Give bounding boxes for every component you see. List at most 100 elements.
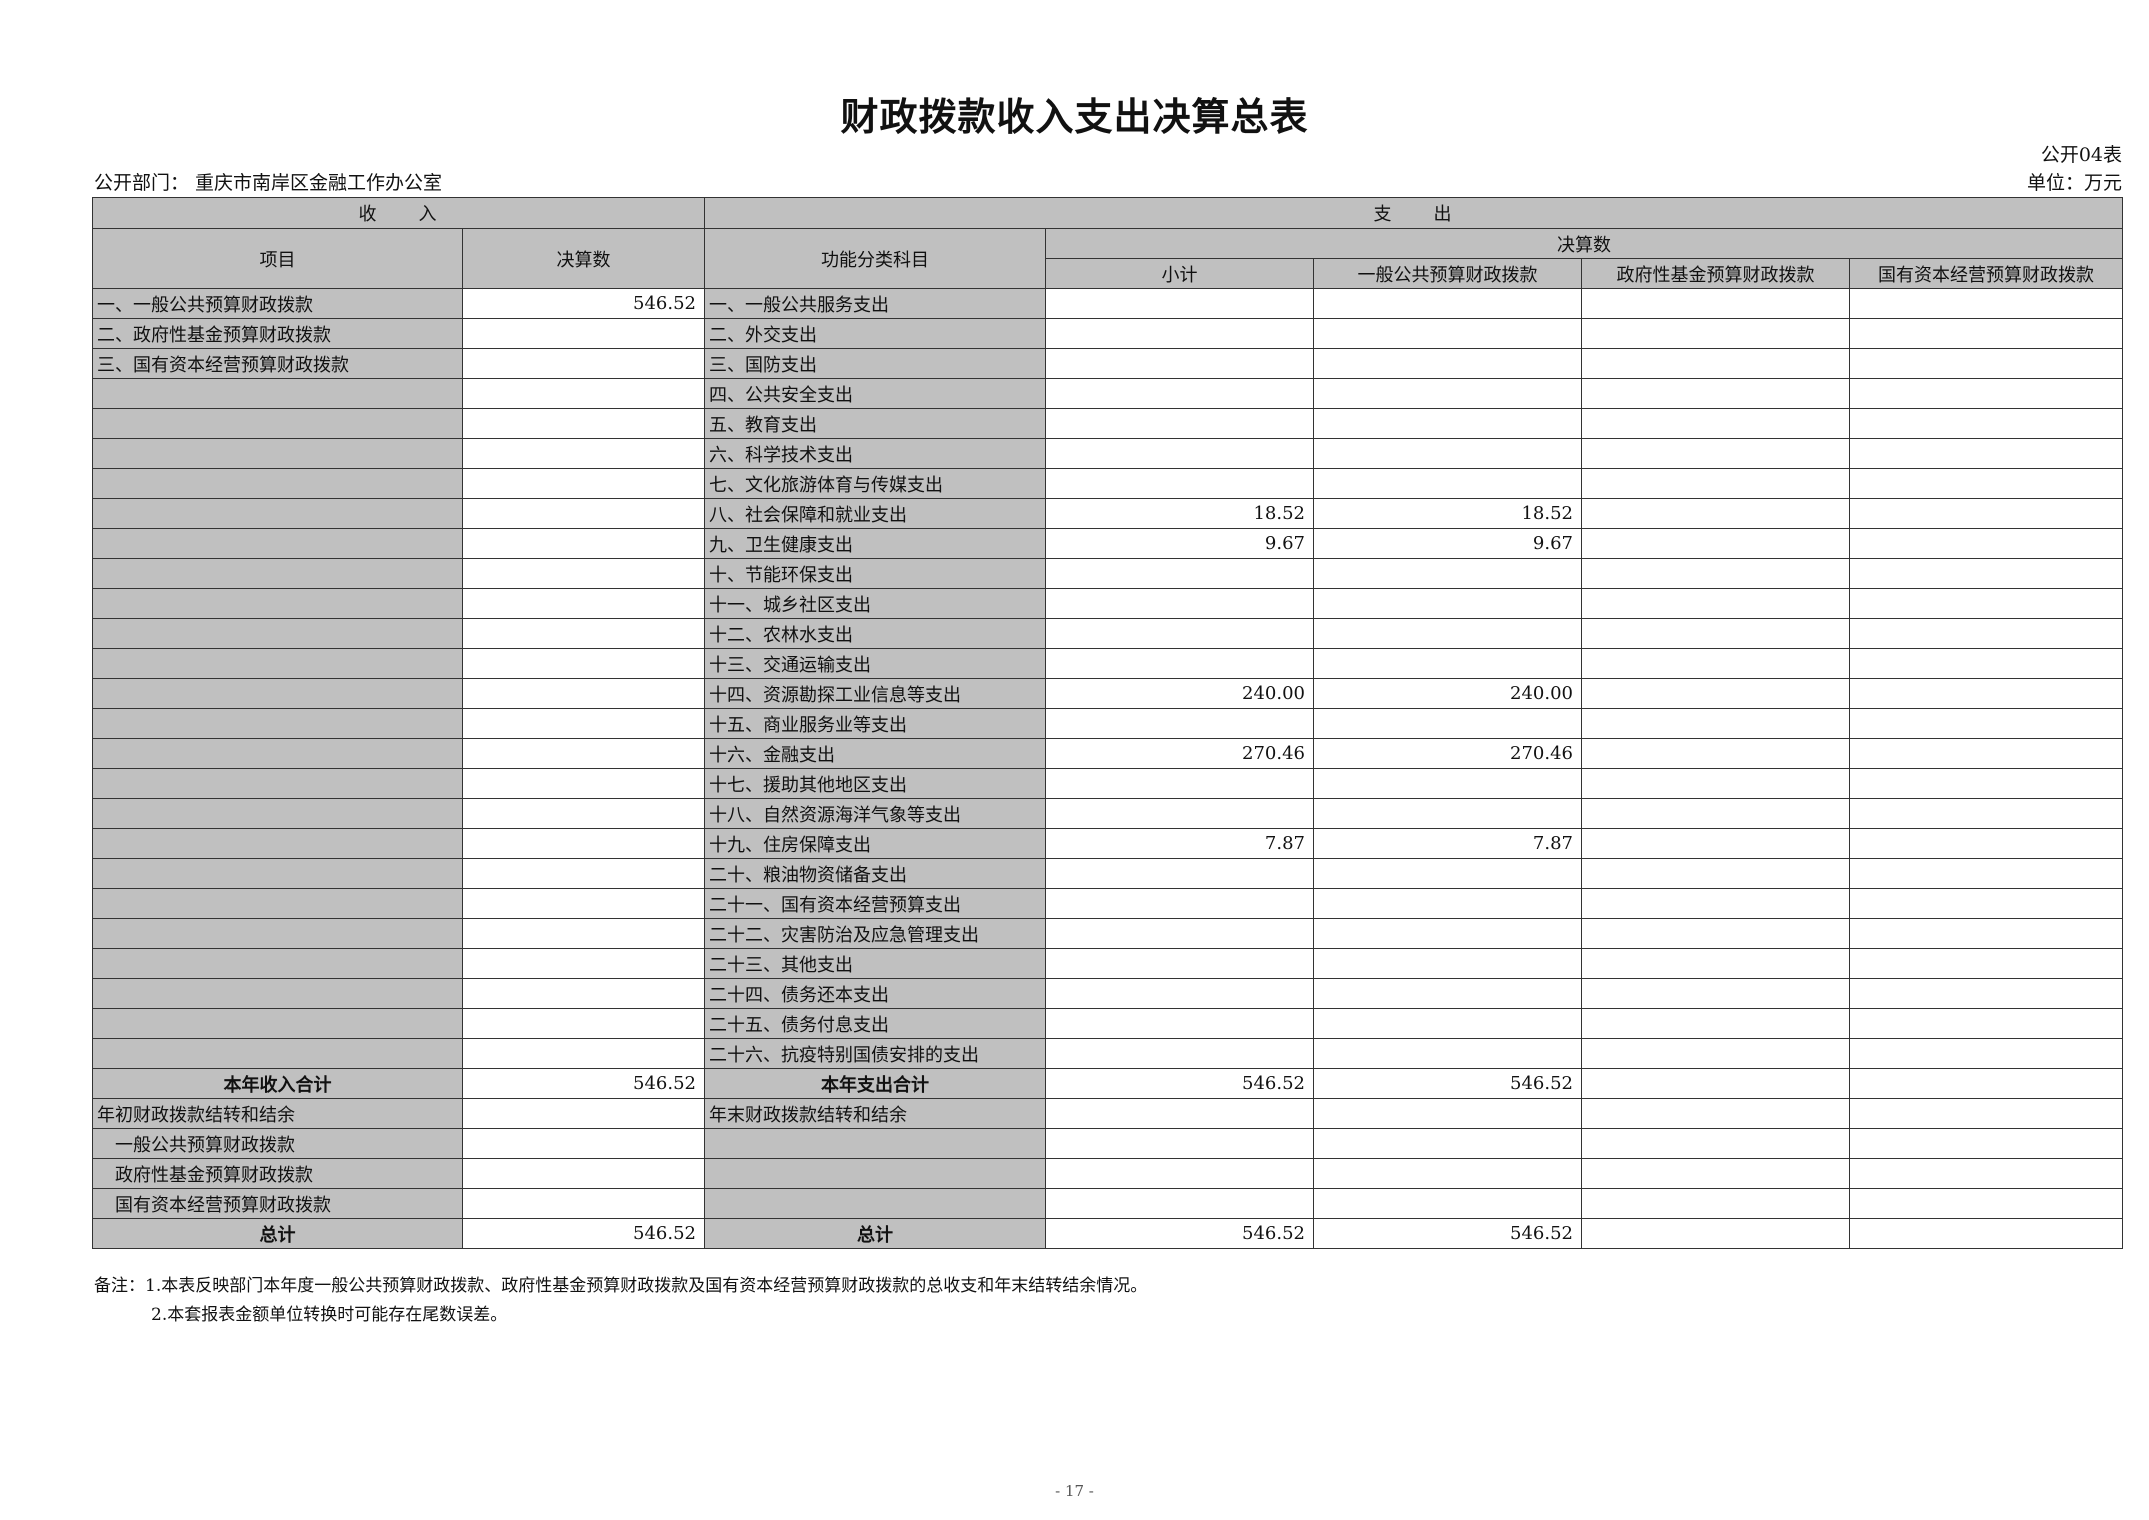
soe-budget-cell xyxy=(1848,978,2124,1009)
expense-item-cell: 二十二、灾害防治及应急管理支出 xyxy=(704,918,1046,949)
income-amount-cell xyxy=(462,888,705,919)
income-amount-cell xyxy=(462,918,705,949)
soe-budget-cell xyxy=(1848,948,2124,979)
soe-budget-cell xyxy=(1848,588,2124,619)
soe-budget-cell xyxy=(1848,918,2124,949)
soe-budget-header: 国有资本经营预算财政拨款 xyxy=(1848,258,2124,289)
subtotal-cell xyxy=(1045,468,1314,499)
income-amount-cell xyxy=(462,1098,705,1129)
income-item-cell xyxy=(92,558,463,589)
soe-budget-cell xyxy=(1848,1008,2124,1039)
expense-item-cell: 二十五、债务付息支出 xyxy=(704,1008,1046,1039)
income-item-cell xyxy=(92,888,463,919)
income-amount-header: 决算数 xyxy=(462,228,705,289)
gov-fund-cell xyxy=(1581,1128,1850,1159)
table-row: 十六、金融支出 270.46 270.46 xyxy=(92,738,2124,769)
income-item-cell xyxy=(92,978,463,1009)
table-row: 十四、资源勘探工业信息等支出 240.00 240.00 xyxy=(92,678,2124,709)
income-item-cell xyxy=(92,768,463,799)
income-amount-cell xyxy=(462,858,705,889)
soe-budget-cell xyxy=(1848,468,2124,499)
gov-fund-cell xyxy=(1581,798,1850,829)
income-section-header: 收 入 xyxy=(92,197,705,229)
subtotal-cell: 9.67 xyxy=(1045,528,1314,559)
general-budget-cell: 240.00 xyxy=(1313,678,1582,709)
general-budget-cell: 546.52 xyxy=(1313,1218,1582,1249)
table-row: 十二、农林水支出 xyxy=(92,618,2124,649)
general-budget-cell xyxy=(1313,438,1582,469)
income-amount-cell xyxy=(462,738,705,769)
income-item-cell xyxy=(92,588,463,619)
income-amount-cell xyxy=(462,438,705,469)
subtotal-cell xyxy=(1045,888,1314,919)
expense-item-cell: 十三、交通运输支出 xyxy=(704,648,1046,679)
soe-budget-cell xyxy=(1848,1128,2124,1159)
carryover-row: 一般公共预算财政拨款 xyxy=(92,1128,2124,1159)
subtotal-cell: 270.46 xyxy=(1045,738,1314,769)
income-item-cell xyxy=(92,618,463,649)
subtotal-cell xyxy=(1045,768,1314,799)
table-row: 二十二、灾害防治及应急管理支出 xyxy=(92,918,2124,949)
subtotal-cell xyxy=(1045,408,1314,439)
subtotal-cell xyxy=(1045,1008,1314,1039)
subtotal-cell: 7.87 xyxy=(1045,828,1314,859)
table-row: 一、一般公共预算财政拨款 546.52 一、一般公共服务支出 xyxy=(92,288,2124,319)
expense-item-cell: 八、社会保障和就业支出 xyxy=(704,498,1046,529)
subtotal-cell: 240.00 xyxy=(1045,678,1314,709)
general-budget-cell xyxy=(1313,888,1582,919)
table-row: 三、国有资本经营预算财政拨款 三、国防支出 xyxy=(92,348,2124,379)
expense-item-cell: 十二、农林水支出 xyxy=(704,618,1046,649)
income-item-cell xyxy=(92,1038,463,1069)
soe-budget-cell xyxy=(1848,408,2124,439)
table-row: 十八、自然资源海洋气象等支出 xyxy=(92,798,2124,829)
subtotal-header: 小计 xyxy=(1045,258,1314,289)
gov-fund-header: 政府性基金预算财政拨款 xyxy=(1581,258,1850,289)
general-budget-cell xyxy=(1313,1128,1582,1159)
income-amount-cell xyxy=(462,528,705,559)
income-amount-cell xyxy=(462,648,705,679)
soe-budget-cell xyxy=(1848,828,2124,859)
soe-budget-cell xyxy=(1848,528,2124,559)
expense-item-cell xyxy=(704,1188,1046,1219)
gov-fund-cell xyxy=(1581,348,1850,379)
final-amount-header: 决算数 xyxy=(1044,228,2124,259)
expense-item-cell: 十六、金融支出 xyxy=(704,738,1046,769)
carryover-row: 国有资本经营预算财政拨款 xyxy=(92,1188,2124,1219)
item-header: 项目 xyxy=(92,228,463,289)
gov-fund-cell xyxy=(1581,978,1850,1009)
table-row: 九、卫生健康支出 9.67 9.67 xyxy=(92,528,2124,559)
income-item-cell xyxy=(92,948,463,979)
gov-fund-cell xyxy=(1581,738,1850,769)
income-item-cell xyxy=(92,498,463,529)
income-item-cell xyxy=(92,738,463,769)
department-label: 公开部门： 重庆市南岸区金融工作办公室 xyxy=(94,172,443,194)
table-row: 十九、住房保障支出 7.87 7.87 xyxy=(92,828,2124,859)
gov-fund-cell xyxy=(1581,1158,1850,1189)
subtotal-cell xyxy=(1045,1158,1314,1189)
table-row: 二十四、债务还本支出 xyxy=(92,978,2124,1009)
table-row: 十三、交通运输支出 xyxy=(92,648,2124,679)
gov-fund-cell xyxy=(1581,318,1850,349)
general-budget-cell xyxy=(1313,288,1582,319)
expense-item-cell: 二十三、其他支出 xyxy=(704,948,1046,979)
expense-item-cell: 二十六、抗疫特别国债安排的支出 xyxy=(704,1038,1046,1069)
general-budget-cell xyxy=(1313,648,1582,679)
gov-fund-cell xyxy=(1581,378,1850,409)
soe-budget-cell xyxy=(1848,708,2124,739)
soe-budget-cell xyxy=(1848,348,2124,379)
income-item-cell xyxy=(92,798,463,829)
function-class-header: 功能分类科目 xyxy=(704,228,1046,289)
expense-item-cell: 九、卫生健康支出 xyxy=(704,528,1046,559)
income-item-cell: 一、一般公共预算财政拨款 xyxy=(92,288,463,319)
subtotal-cell xyxy=(1045,288,1314,319)
table-row: 八、社会保障和就业支出 18.52 18.52 xyxy=(92,498,2124,529)
gov-fund-cell xyxy=(1581,858,1850,889)
income-item-cell: 政府性基金预算财政拨款 xyxy=(92,1158,463,1189)
income-amount-cell: 546.52 xyxy=(462,1068,705,1099)
general-budget-cell xyxy=(1313,978,1582,1009)
income-amount-cell xyxy=(462,798,705,829)
subtotal-cell xyxy=(1045,1188,1314,1219)
note-1: 备注：1.本表反映部门本年度一般公共预算财政拨款、政府性基金预算财政拨款及国有资… xyxy=(94,1276,1148,1296)
income-amount-cell xyxy=(462,708,705,739)
soe-budget-cell xyxy=(1848,738,2124,769)
